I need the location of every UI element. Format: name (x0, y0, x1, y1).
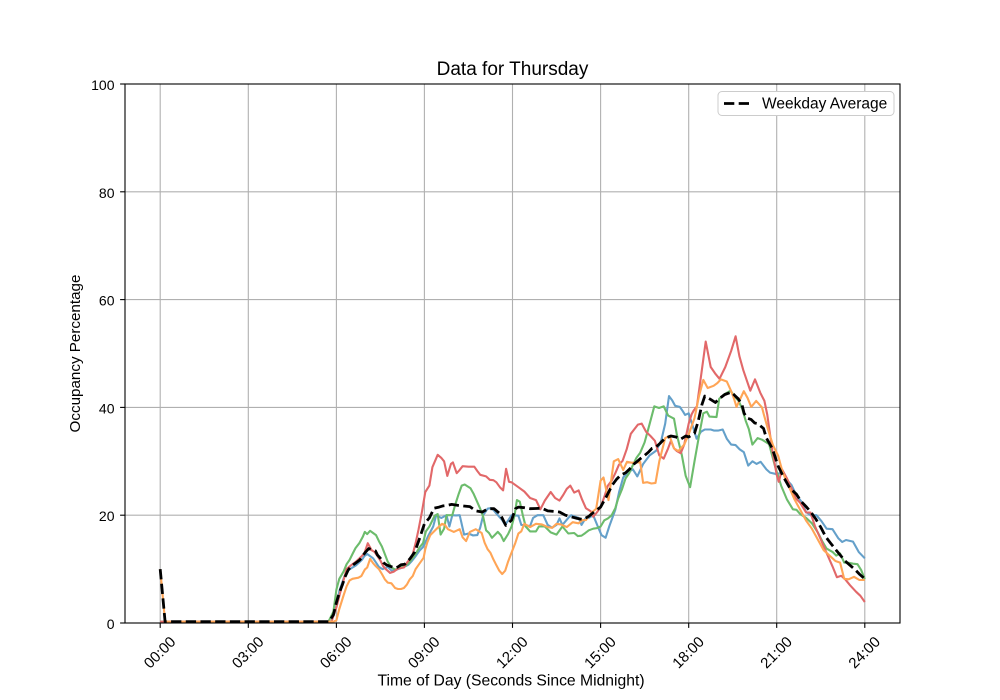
svg-text:0: 0 (107, 616, 115, 632)
svg-text:20: 20 (99, 508, 115, 524)
svg-text:Data for Thursday: Data for Thursday (437, 59, 589, 80)
svg-text:Weekday Average: Weekday Average (762, 95, 887, 112)
svg-text:100: 100 (91, 77, 115, 93)
svg-text:Time of Day (Seconds Since Mid: Time of Day (Seconds Since Midnight) (377, 673, 644, 690)
svg-text:60: 60 (99, 293, 115, 309)
svg-text:Occupancy Percentage: Occupancy Percentage (67, 275, 84, 433)
svg-text:40: 40 (99, 400, 115, 416)
svg-text:80: 80 (99, 185, 115, 201)
